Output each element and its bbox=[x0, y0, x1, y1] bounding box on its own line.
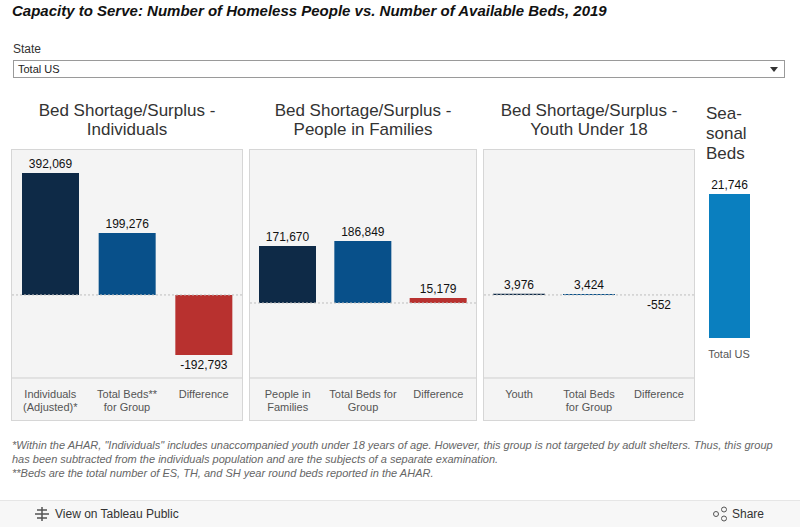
svg-text:-192,793: -192,793 bbox=[180, 358, 228, 372]
html-text:Individuals: Individuals bbox=[86, 120, 168, 139]
svg-text:15,179: 15,179 bbox=[420, 282, 457, 296]
svg-text:Youth: Youth bbox=[505, 388, 533, 400]
svg-text:21,746: 21,746 bbox=[711, 178, 748, 192]
html-text:Sea-: Sea- bbox=[706, 104, 742, 123]
svg-text:199,276: 199,276 bbox=[105, 217, 149, 231]
svg-text:People inFamilies: People inFamilies bbox=[265, 388, 311, 413]
svg-text:Total Bedsfor Group: Total Bedsfor Group bbox=[563, 388, 615, 413]
html-text:Bed Shortage/Surplus -: Bed Shortage/Surplus - bbox=[500, 101, 678, 120]
svg-text:Total Beds forGroup: Total Beds forGroup bbox=[329, 388, 397, 413]
html-text:State: State bbox=[13, 42, 41, 56]
html-text:Total US: Total US bbox=[18, 63, 60, 75]
html-text:View on Tableau Public: View on Tableau Public bbox=[55, 507, 179, 521]
html-text:*Within the AHAR, "Individuals: *Within the AHAR, "Individuals" includes… bbox=[12, 439, 773, 465]
html-text:**Beds are the total number of: **Beds are the total number of ES, TH, a… bbox=[12, 467, 434, 479]
html-text:Share: Share bbox=[732, 507, 764, 521]
svg-text:171,670: 171,670 bbox=[266, 230, 310, 244]
svg-text:-552: -552 bbox=[647, 298, 671, 312]
svg-text:Total US: Total US bbox=[708, 348, 750, 360]
html-text:Youth Under 18: Youth Under 18 bbox=[530, 120, 648, 139]
svg-text:Difference: Difference bbox=[634, 388, 684, 400]
html-text:Bed Shortage/Surplus -: Bed Shortage/Surplus - bbox=[38, 101, 216, 120]
svg-text:3,424: 3,424 bbox=[574, 278, 604, 292]
html-text:Beds: Beds bbox=[706, 144, 745, 163]
html-text:sonal: sonal bbox=[706, 124, 747, 143]
svg-text:Difference: Difference bbox=[413, 388, 463, 400]
svg-text:Difference: Difference bbox=[179, 388, 229, 400]
html-text:People in Families: People in Families bbox=[293, 120, 433, 139]
svg-text:Individuals(Adjusted)*: Individuals(Adjusted)* bbox=[23, 388, 78, 413]
svg-text:392,069: 392,069 bbox=[29, 157, 73, 171]
html-text:Bed Shortage/Surplus -: Bed Shortage/Surplus - bbox=[274, 101, 452, 120]
svg-text:Total Beds**for Group: Total Beds**for Group bbox=[97, 388, 158, 413]
svg-text:186,849: 186,849 bbox=[341, 225, 385, 239]
html-text:Capacity to Serve: Number of H: Capacity to Serve: Number of Homeless Pe… bbox=[12, 2, 607, 19]
svg-text:3,976: 3,976 bbox=[504, 278, 534, 292]
